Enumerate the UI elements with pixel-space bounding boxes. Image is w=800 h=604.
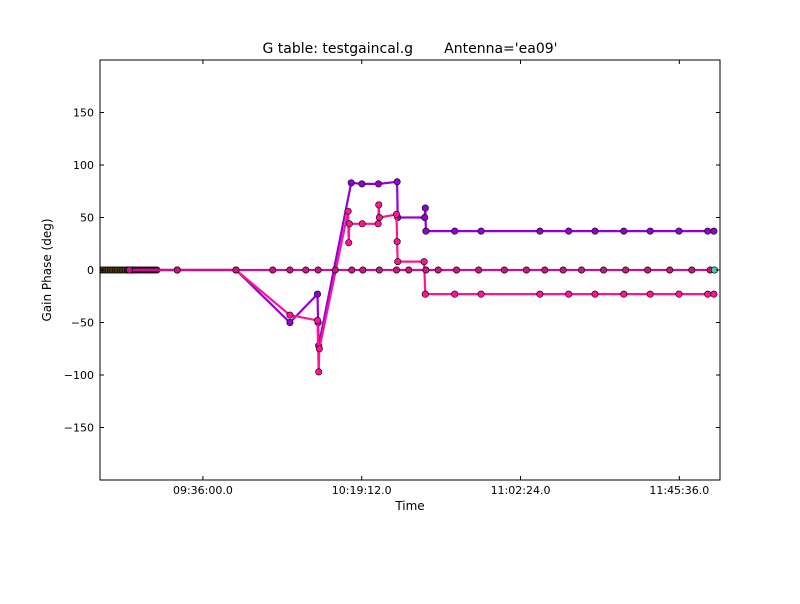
x-axis-label: Time xyxy=(394,499,424,513)
data-point xyxy=(393,266,401,274)
data-point xyxy=(125,266,133,274)
plot-area xyxy=(100,178,718,376)
data-point xyxy=(620,227,628,235)
data-point xyxy=(434,266,442,274)
y-tick-label: −100 xyxy=(64,369,94,382)
data-point xyxy=(345,239,353,247)
data-point xyxy=(347,179,355,187)
data-point xyxy=(394,258,402,266)
data-point xyxy=(622,266,630,274)
data-point xyxy=(477,227,485,235)
data-point xyxy=(536,227,544,235)
data-point xyxy=(477,290,485,298)
data-point xyxy=(345,220,353,228)
data-point xyxy=(286,318,294,326)
y-tick-label: 50 xyxy=(80,212,94,225)
data-point xyxy=(286,311,294,319)
x-tick-label: 10:19:12.0 xyxy=(332,484,392,497)
data-point xyxy=(286,266,294,274)
data-point xyxy=(646,227,654,235)
data-point xyxy=(420,258,428,266)
data-point xyxy=(374,180,382,188)
data-point xyxy=(710,227,718,235)
data-point xyxy=(688,266,696,274)
data-point xyxy=(405,266,413,274)
data-point xyxy=(393,210,401,218)
data-point xyxy=(358,180,366,188)
data-point xyxy=(675,227,683,235)
y-axis-label: Gain Phase (deg) xyxy=(40,218,54,321)
data-point xyxy=(710,290,718,298)
x-tick-label: 09:36:00.0 xyxy=(173,484,233,497)
data-point xyxy=(421,214,429,222)
data-point xyxy=(578,266,586,274)
data-point xyxy=(422,266,430,274)
data-point xyxy=(591,290,599,298)
data-point xyxy=(315,345,323,353)
data-point xyxy=(269,266,277,274)
y-tick-label: 100 xyxy=(73,159,94,172)
data-point xyxy=(375,214,383,222)
data-point xyxy=(600,266,608,274)
data-point xyxy=(559,266,567,274)
chart-title: G table: testgaincal.g Antenna='ea09' xyxy=(262,41,557,57)
data-point xyxy=(375,266,383,274)
data-point xyxy=(315,368,323,376)
data-point xyxy=(565,290,573,298)
data-point xyxy=(451,227,459,235)
data-point xyxy=(565,227,573,235)
data-point xyxy=(646,290,654,298)
data-point xyxy=(421,290,429,298)
data-point xyxy=(675,290,683,298)
data-point xyxy=(666,266,674,274)
data-point xyxy=(620,290,628,298)
data-point xyxy=(500,266,508,274)
x-tick-label: 11:45:36.0 xyxy=(649,484,709,497)
data-point xyxy=(302,266,310,274)
y-tick-label: −50 xyxy=(71,317,94,330)
data-point xyxy=(313,290,321,298)
data-point xyxy=(644,266,652,274)
data-point xyxy=(348,266,356,274)
data-point xyxy=(313,316,321,324)
y-tick-label: 0 xyxy=(87,264,94,277)
x-tick-label: 11:02:24.0 xyxy=(491,484,551,497)
data-point xyxy=(314,266,322,274)
data-point xyxy=(359,266,367,274)
data-point xyxy=(421,204,429,212)
data-point xyxy=(541,266,549,274)
data-point xyxy=(522,266,530,274)
data-point xyxy=(344,207,352,215)
data-point xyxy=(331,266,339,274)
data-point xyxy=(453,266,461,274)
data-point xyxy=(173,266,181,274)
y-tick-label: −150 xyxy=(64,422,94,435)
data-point xyxy=(536,290,544,298)
data-point xyxy=(704,290,712,298)
data-point xyxy=(232,266,240,274)
data-point xyxy=(475,266,483,274)
axes: −150 −100 −50 0 50 100 150 09:36:00.0 10:19:12.0… xyxy=(64,59,721,497)
data-point xyxy=(422,227,430,235)
data-point xyxy=(358,220,366,228)
data-point xyxy=(704,227,712,235)
data-point xyxy=(591,227,599,235)
data-point xyxy=(374,220,382,228)
data-point xyxy=(375,201,383,209)
data-point xyxy=(451,290,459,298)
data-point xyxy=(393,178,401,186)
y-tick-label: 150 xyxy=(73,107,94,120)
data-point xyxy=(393,238,401,246)
